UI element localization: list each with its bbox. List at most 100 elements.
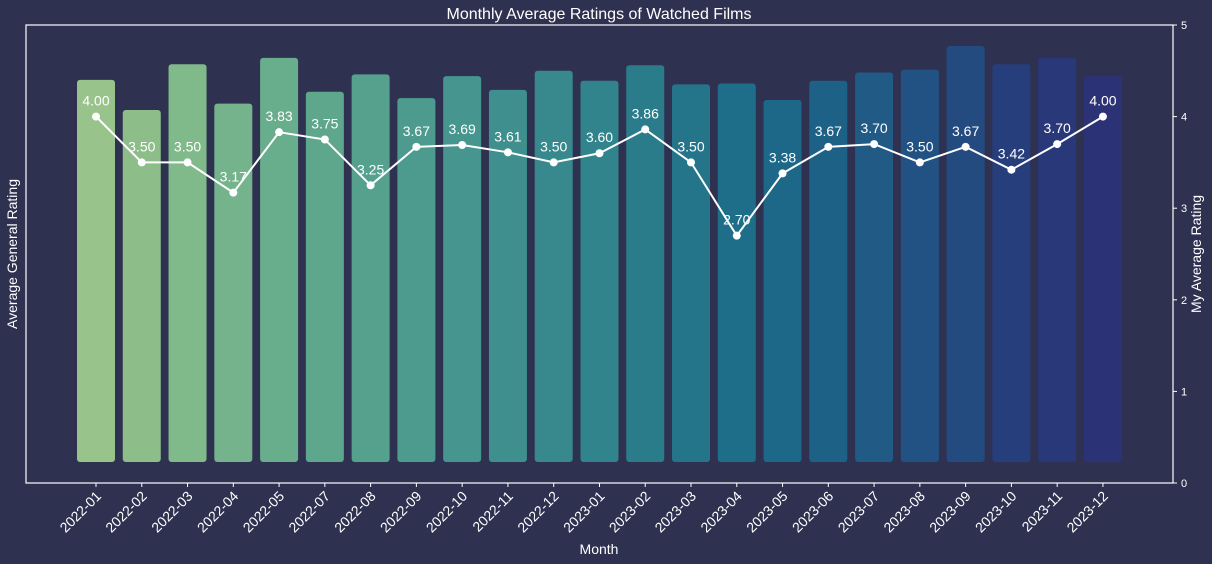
x-axis-label: Month xyxy=(580,541,619,557)
left-axis-label: Average General Rating xyxy=(4,179,20,329)
x-tick-label-2023-11: 2023-11 xyxy=(1018,488,1065,535)
line-point-2022-12 xyxy=(549,158,558,167)
bar-2022-09 xyxy=(397,98,436,463)
bar-2023-04 xyxy=(717,83,756,463)
x-tick-label-2023-07: 2023-07 xyxy=(835,488,883,536)
x-tick-label-2023-08: 2023-08 xyxy=(880,488,928,536)
x-tick-label-2023-09: 2023-09 xyxy=(926,488,974,536)
right-tick-label-1: 1 xyxy=(1181,386,1187,398)
right-axis-ticks: 0 1 2 3 4 5 xyxy=(1173,20,1187,490)
bar-2023-05 xyxy=(763,99,802,462)
x-tick-label-2023-04: 2023-04 xyxy=(697,488,745,536)
line-value-label-2023-03: 3.50 xyxy=(677,138,704,154)
line-value-label-2022-05: 3.83 xyxy=(265,108,292,124)
line-point-2023-03 xyxy=(687,158,696,167)
bar-2023-07 xyxy=(855,72,894,462)
line-value-label-2023-07: 3.70 xyxy=(860,120,887,136)
line-value-label-2022-11: 3.61 xyxy=(494,128,521,144)
bar-2023-02 xyxy=(626,65,665,462)
x-tick-label-2022-01: 2022-01 xyxy=(56,488,104,536)
right-tick-label-3: 3 xyxy=(1181,203,1187,215)
line-value-label-2023-11: 3.70 xyxy=(1044,120,1071,136)
line-value-label-2023-06: 3.67 xyxy=(815,123,842,139)
line-point-2023-04 xyxy=(732,231,741,240)
right-tick-label-0: 0 xyxy=(1181,478,1187,490)
x-tick-labels: 2022-012022-022022-032022-042022-052022-… xyxy=(56,483,1111,535)
line-value-label-2023-10: 3.42 xyxy=(998,146,1025,162)
line-value-label-2022-08: 3.25 xyxy=(357,161,384,177)
x-tick-label-2023-06: 2023-06 xyxy=(789,488,837,536)
x-tick-label-2023-10: 2023-10 xyxy=(972,488,1020,536)
line-point-2022-02 xyxy=(137,158,146,167)
bar-2023-01 xyxy=(580,80,619,463)
line-value-label-2023-09: 3.67 xyxy=(952,123,979,139)
chart-title: Monthly Average Ratings of Watched Films xyxy=(446,6,751,23)
line-point-2022-05 xyxy=(275,128,284,137)
bar-group xyxy=(77,46,1122,463)
line-point-2023-07 xyxy=(870,140,879,149)
line-value-label-2022-04: 3.17 xyxy=(220,169,247,185)
line-value-label-2023-04: 2.70 xyxy=(723,212,750,228)
right-axis-label: My Average Rating xyxy=(1188,195,1204,313)
x-tick-label-2023-02: 2023-02 xyxy=(606,488,654,536)
bar-2022-11 xyxy=(488,89,527,462)
bar-2023-08 xyxy=(900,69,939,463)
line-value-label-2023-12: 4.00 xyxy=(1089,93,1116,109)
x-tick-label-2022-03: 2022-03 xyxy=(148,488,196,536)
x-tick-label-2022-07: 2022-07 xyxy=(285,488,333,536)
bar-2022-02 xyxy=(122,110,161,462)
bar-2022-10 xyxy=(443,76,482,463)
line-group: 4.00 3.50 3.50 3.17 3.83 3.75 3.25 3.67 3.69 3.61… xyxy=(82,93,1117,240)
right-tick-label-2: 2 xyxy=(1181,295,1187,307)
bar-2022-03 xyxy=(168,64,207,462)
x-tick-label-2022-09: 2022-09 xyxy=(377,488,425,536)
line-point-2023-06 xyxy=(824,142,833,151)
x-tick-label-2023-05: 2023-05 xyxy=(743,488,791,536)
x-tick-label-2022-04: 2022-04 xyxy=(194,488,242,536)
line-point-2023-02 xyxy=(641,125,650,134)
bar-2022-05 xyxy=(260,57,299,462)
bar-2022-04 xyxy=(214,103,253,462)
bar-2023-11 xyxy=(1038,57,1077,462)
x-tick-label-2022-02: 2022-02 xyxy=(102,488,150,536)
right-tick-label-4: 4 xyxy=(1181,112,1187,124)
x-tick-label-2022-10: 2022-10 xyxy=(423,488,471,536)
x-tick-label-2023-03: 2023-03 xyxy=(651,488,699,536)
line-value-label-2022-12: 3.50 xyxy=(540,138,567,154)
line-point-2022-08 xyxy=(366,181,375,190)
bar-2023-10 xyxy=(992,64,1031,462)
line-value-label-2022-01: 4.00 xyxy=(82,93,109,109)
x-tick-label-2023-01: 2023-01 xyxy=(560,488,608,536)
bar-2023-06 xyxy=(809,80,848,463)
line-point-2023-01 xyxy=(595,149,604,158)
x-tick-label-2022-08: 2022-08 xyxy=(331,488,379,536)
x-tick-label-2022-12: 2022-12 xyxy=(514,488,562,536)
line-point-2022-03 xyxy=(183,158,192,167)
bar-2022-12 xyxy=(534,70,573,462)
x-tick-label-2022-05: 2022-05 xyxy=(240,488,288,536)
right-tick-label-5: 5 xyxy=(1181,20,1187,32)
bar-2022-08 xyxy=(351,74,390,462)
line-value-label-2023-08: 3.50 xyxy=(906,138,933,154)
line-point-2022-04 xyxy=(229,188,238,197)
line-value-label-2022-02: 3.50 xyxy=(128,138,155,154)
line-point-2023-08 xyxy=(915,158,924,167)
line-point-2022-01 xyxy=(92,112,100,121)
line-value-label-2023-05: 3.38 xyxy=(769,149,796,165)
line-point-2022-09 xyxy=(412,142,421,151)
line-value-label-2022-07: 3.75 xyxy=(311,116,338,132)
line-point-2022-11 xyxy=(503,148,512,157)
x-tick-label-2023-12: 2023-12 xyxy=(1063,488,1111,536)
line-value-label-2023-01: 3.60 xyxy=(586,129,613,145)
bar-2022-07 xyxy=(305,91,344,463)
line-point-2023-11 xyxy=(1053,140,1062,149)
line-point-2023-10 xyxy=(1007,165,1016,174)
line-point-2023-12 xyxy=(1098,112,1107,121)
bar-2023-09 xyxy=(946,46,985,462)
line-value-label-2022-03: 3.50 xyxy=(174,138,201,154)
line-value-label-2022-09: 3.67 xyxy=(403,123,430,139)
x-tick-label-2022-11: 2022-11 xyxy=(469,488,516,535)
line-point-2022-07 xyxy=(320,135,329,144)
bar-2022-01 xyxy=(77,79,115,462)
